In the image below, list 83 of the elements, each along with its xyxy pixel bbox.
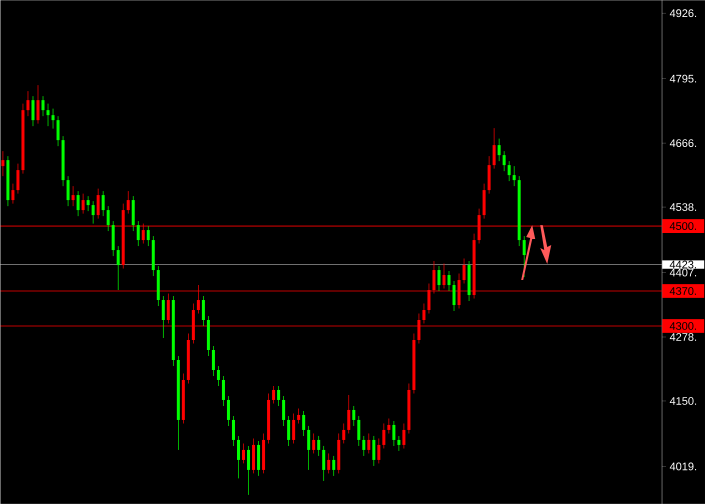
candlestick <box>56 116 60 146</box>
candlestick <box>92 200 95 224</box>
candlestick <box>46 103 50 126</box>
candlestick <box>212 346 215 376</box>
y-tick-label: 4666. <box>670 139 696 147</box>
candlestick <box>492 128 496 169</box>
candlestick <box>126 190 130 214</box>
candlestick <box>357 416 360 446</box>
candlestick <box>372 436 376 466</box>
candlestick <box>362 436 366 456</box>
candlestick <box>277 386 280 406</box>
candlestick <box>232 416 235 446</box>
ref-line-label: 4370. <box>670 287 696 295</box>
candlestick <box>422 303 426 324</box>
candlestick <box>106 206 110 232</box>
candlestick <box>367 433 370 454</box>
y-tick-label: 4795. <box>670 74 696 82</box>
candlestick <box>102 190 105 216</box>
candlestick <box>307 426 310 470</box>
y-tick-label: 4407. <box>670 268 696 276</box>
candlestick <box>352 406 356 426</box>
y-tick-label: 4278. <box>670 333 696 341</box>
candlestick <box>392 420 396 446</box>
candlestick <box>226 396 230 426</box>
candlestick <box>302 410 306 436</box>
candlestick <box>397 436 400 452</box>
y-tick-label: 4150. <box>670 397 696 405</box>
candlestick <box>96 188 100 219</box>
candlestick <box>287 416 290 446</box>
ref-line-label: 4500. <box>670 222 696 230</box>
candlestick <box>42 96 45 116</box>
candlestick <box>116 246 120 290</box>
candlestick <box>508 160 511 182</box>
candlestick <box>387 418 390 434</box>
candlestick <box>166 293 170 324</box>
candlestick <box>327 453 330 474</box>
candlestick <box>216 366 220 386</box>
candlestick <box>317 436 320 456</box>
candlestick <box>16 163 20 194</box>
candlestick <box>437 266 440 292</box>
candlestick <box>76 190 80 216</box>
candlestick <box>448 270 451 292</box>
candlestick <box>272 386 276 404</box>
candlestick <box>82 193 85 214</box>
y-tick-label: 4538. <box>670 203 696 211</box>
candlestick <box>382 423 386 449</box>
candlestick <box>312 433 316 454</box>
candlestick <box>36 84 40 124</box>
candlestick <box>347 394 350 434</box>
candlestick <box>72 186 75 206</box>
candlestick <box>162 296 165 338</box>
candlestick <box>377 438 380 464</box>
candlestick <box>498 138 501 162</box>
candlestick <box>452 280 456 312</box>
candlestick <box>11 183 14 204</box>
candlestick <box>297 408 300 424</box>
candlestick <box>247 446 250 496</box>
candlestick <box>66 176 70 206</box>
candlestick <box>512 166 516 186</box>
candlestick <box>282 396 286 426</box>
candlestick <box>202 296 205 326</box>
candlestick <box>502 150 506 172</box>
ref-line-label: 4300. <box>670 322 696 330</box>
candlestick <box>332 456 336 476</box>
candlestick <box>236 436 240 479</box>
candlestick <box>322 446 326 482</box>
candlestick <box>292 413 296 444</box>
candlestick <box>26 90 30 116</box>
candlestick <box>136 220 140 246</box>
ref-line-label: 4423. <box>670 260 696 268</box>
candlestick <box>146 226 150 246</box>
candlestick <box>52 108 55 129</box>
candlestick <box>242 443 246 464</box>
candlestick <box>442 263 446 289</box>
candlestick <box>1 150 4 176</box>
y-tick-label: 4926. <box>670 9 696 18</box>
candlestick <box>86 196 90 212</box>
candlestick <box>222 376 225 406</box>
y-tick-label: 4019. <box>670 462 696 470</box>
candlestick <box>342 423 346 444</box>
candlestick <box>402 423 406 449</box>
candlestick <box>31 96 34 126</box>
candlestick <box>462 258 466 284</box>
